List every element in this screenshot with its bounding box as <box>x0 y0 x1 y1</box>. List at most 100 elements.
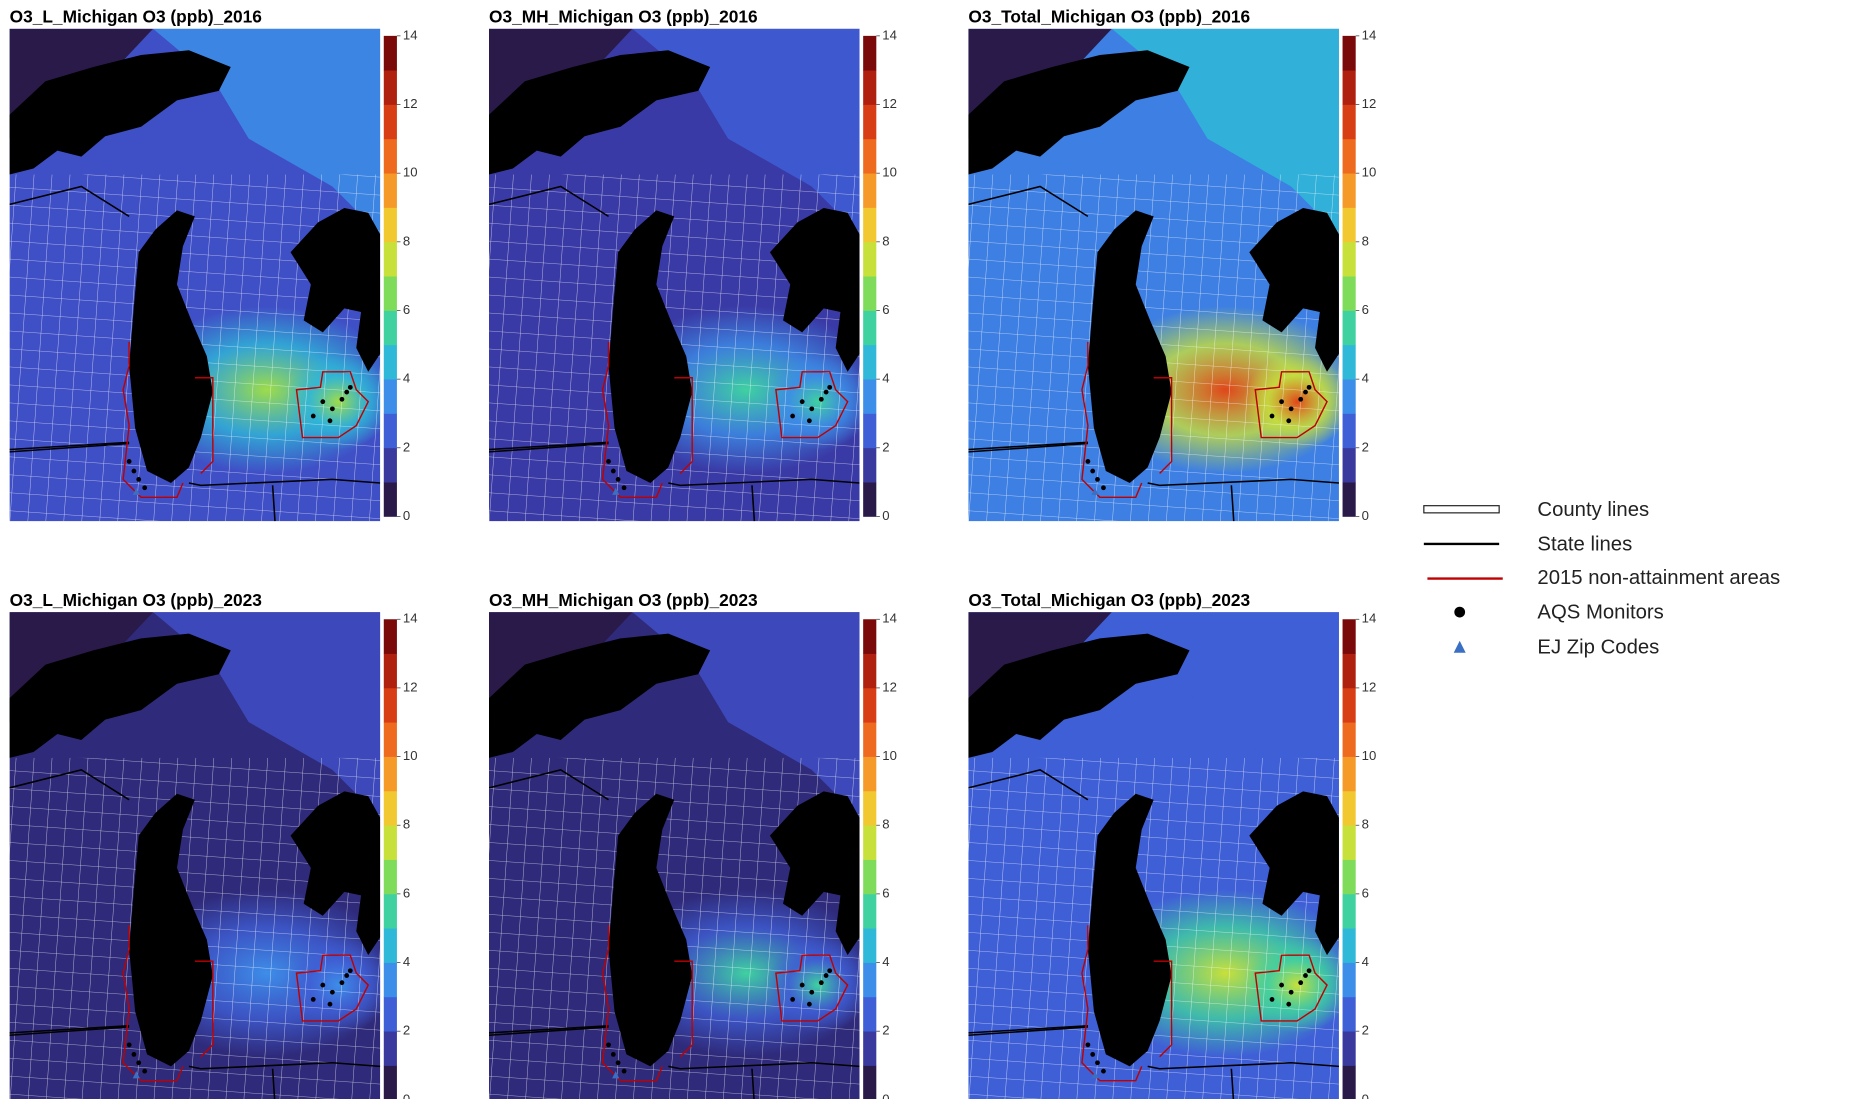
colorbar-tick-label: 0 <box>403 508 410 523</box>
colorbar-segment <box>863 36 876 71</box>
colorbar-tick-label: 8 <box>882 233 889 248</box>
colorbar-tick-label: 10 <box>403 748 418 763</box>
colorbar-segment <box>1343 242 1356 277</box>
colorbar-tick-label: 12 <box>1362 679 1377 694</box>
aqs-monitor <box>1090 469 1095 474</box>
colorbar-segment <box>863 173 876 208</box>
aqs-monitor <box>1270 414 1275 419</box>
colorbar-segment <box>1343 139 1356 174</box>
aqs-monitor <box>827 385 832 390</box>
aqs-monitor <box>809 406 814 411</box>
colorbar-segment <box>384 997 397 1032</box>
colorbar-segment <box>863 860 876 895</box>
aqs-monitor <box>320 399 325 404</box>
colorbar-segment <box>863 1031 876 1066</box>
colorbar-tick-label: 0 <box>403 1091 410 1099</box>
colorbar-tick-label: 12 <box>1362 96 1377 111</box>
colorbar-segment <box>863 654 876 689</box>
aqs-monitor <box>824 973 829 978</box>
map <box>489 29 878 522</box>
colorbar-tick-label: 12 <box>403 679 418 694</box>
aqs-monitor <box>1086 1042 1091 1047</box>
colorbar-segment <box>1343 310 1356 345</box>
colorbar-segment <box>1343 105 1356 140</box>
colorbar-segment <box>1343 36 1356 71</box>
aqs-monitor <box>132 1052 137 1057</box>
colorbar-tick-label: 14 <box>1362 611 1377 626</box>
colorbar-tick-label: 10 <box>403 165 418 180</box>
map-panel: O3_Total_Michigan O3 (ppb)_2016024681012… <box>968 7 1376 523</box>
aqs-monitor <box>1286 1002 1291 1007</box>
colorbar-segment <box>863 379 876 414</box>
colorbar-segment <box>384 722 397 757</box>
map <box>489 612 878 1099</box>
colorbar-segment <box>384 757 397 792</box>
panel-title: O3_MH_Michigan O3 (ppb)_2016 <box>489 7 758 27</box>
colorbar-segment <box>384 482 397 517</box>
colorbar-segment <box>863 413 876 448</box>
colorbar-segment <box>863 894 876 929</box>
colorbar-tick-label: 12 <box>882 96 897 111</box>
colorbar-segment <box>1343 963 1356 998</box>
colorbar-segment <box>1343 894 1356 929</box>
aqs-monitor <box>320 983 325 988</box>
colorbar-tick-label: 8 <box>1362 817 1369 832</box>
colorbar-tick-label: 8 <box>403 233 410 248</box>
aqs-monitor <box>142 1069 147 1074</box>
colorbar-tick-label: 14 <box>882 27 897 42</box>
colorbar-segment <box>384 963 397 998</box>
colorbar-segment <box>384 860 397 895</box>
colorbar-tick-label: 4 <box>1362 954 1369 969</box>
colorbar-segment <box>863 345 876 380</box>
colorbar-tick-label: 8 <box>882 817 889 832</box>
colorbar-tick-label: 10 <box>1362 165 1377 180</box>
aqs-monitor <box>127 459 132 464</box>
colorbar-segment <box>384 208 397 243</box>
colorbar-tick-label: 2 <box>403 439 410 454</box>
colorbar-tick-label: 12 <box>882 679 897 694</box>
aqs-monitor <box>824 390 829 395</box>
colorbar-tick-label: 0 <box>1362 508 1369 523</box>
colorbar-segment <box>863 448 876 483</box>
colorbar-segment <box>384 242 397 277</box>
aqs-monitor <box>328 1002 333 1007</box>
colorbar-segment <box>1343 825 1356 860</box>
colorbar-segment <box>1343 413 1356 448</box>
map-panel: O3_Total_Michigan O3 (ppb)_2023024681012… <box>968 590 1376 1099</box>
aqs-monitor <box>800 399 805 404</box>
colorbar-segment <box>384 139 397 174</box>
colorbar-segment <box>384 70 397 105</box>
colorbar-tick-label: 2 <box>1362 439 1369 454</box>
colorbar-segment <box>1343 1066 1356 1099</box>
colorbar-segment <box>384 448 397 483</box>
aqs-monitor <box>1289 406 1294 411</box>
colorbar-tick-label: 8 <box>403 817 410 832</box>
colorbar-segment <box>384 310 397 345</box>
colorbar-segment <box>1343 860 1356 895</box>
colorbar-segment <box>863 791 876 826</box>
map <box>968 29 1357 522</box>
colorbar-tick-label: 6 <box>1362 885 1369 900</box>
colorbar-segment <box>863 619 876 654</box>
aqs-monitor <box>1086 459 1091 464</box>
aqs-monitor <box>344 390 349 395</box>
colorbar-segment <box>384 688 397 723</box>
colorbar-tick-label: 2 <box>403 1023 410 1038</box>
legend-label: 2015 non-attainment areas <box>1537 567 1780 589</box>
colorbar-segment <box>1343 722 1356 757</box>
panel-title: O3_MH_Michigan O3 (ppb)_2023 <box>489 590 758 610</box>
aqs-monitor <box>1303 390 1308 395</box>
colorbar-tick-label: 12 <box>403 96 418 111</box>
panel-title: O3_Total_Michigan O3 (ppb)_2023 <box>968 590 1250 610</box>
colorbar-segment <box>863 70 876 105</box>
aqs-monitor <box>1095 477 1100 482</box>
aqs-monitor <box>344 973 349 978</box>
colorbar-segment <box>863 997 876 1032</box>
aqs-monitor <box>616 1060 621 1065</box>
colorbar-segment <box>384 1031 397 1066</box>
colorbar-segment <box>384 825 397 860</box>
colorbar-segment <box>384 276 397 311</box>
colorbar-segment <box>863 276 876 311</box>
aqs-monitor <box>340 397 345 402</box>
colorbar-segment <box>863 1066 876 1099</box>
